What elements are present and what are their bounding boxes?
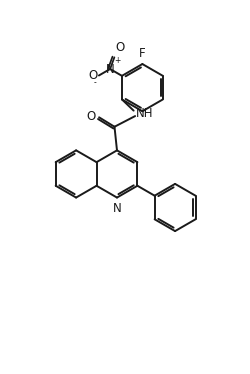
Text: O: O: [87, 110, 96, 123]
Text: -: -: [93, 79, 96, 88]
Text: NH: NH: [136, 107, 153, 120]
Text: F: F: [139, 47, 146, 59]
Text: O: O: [116, 42, 125, 54]
Text: O: O: [88, 69, 98, 82]
Text: N: N: [112, 202, 121, 215]
Text: N: N: [106, 62, 114, 76]
Text: +: +: [114, 56, 120, 65]
